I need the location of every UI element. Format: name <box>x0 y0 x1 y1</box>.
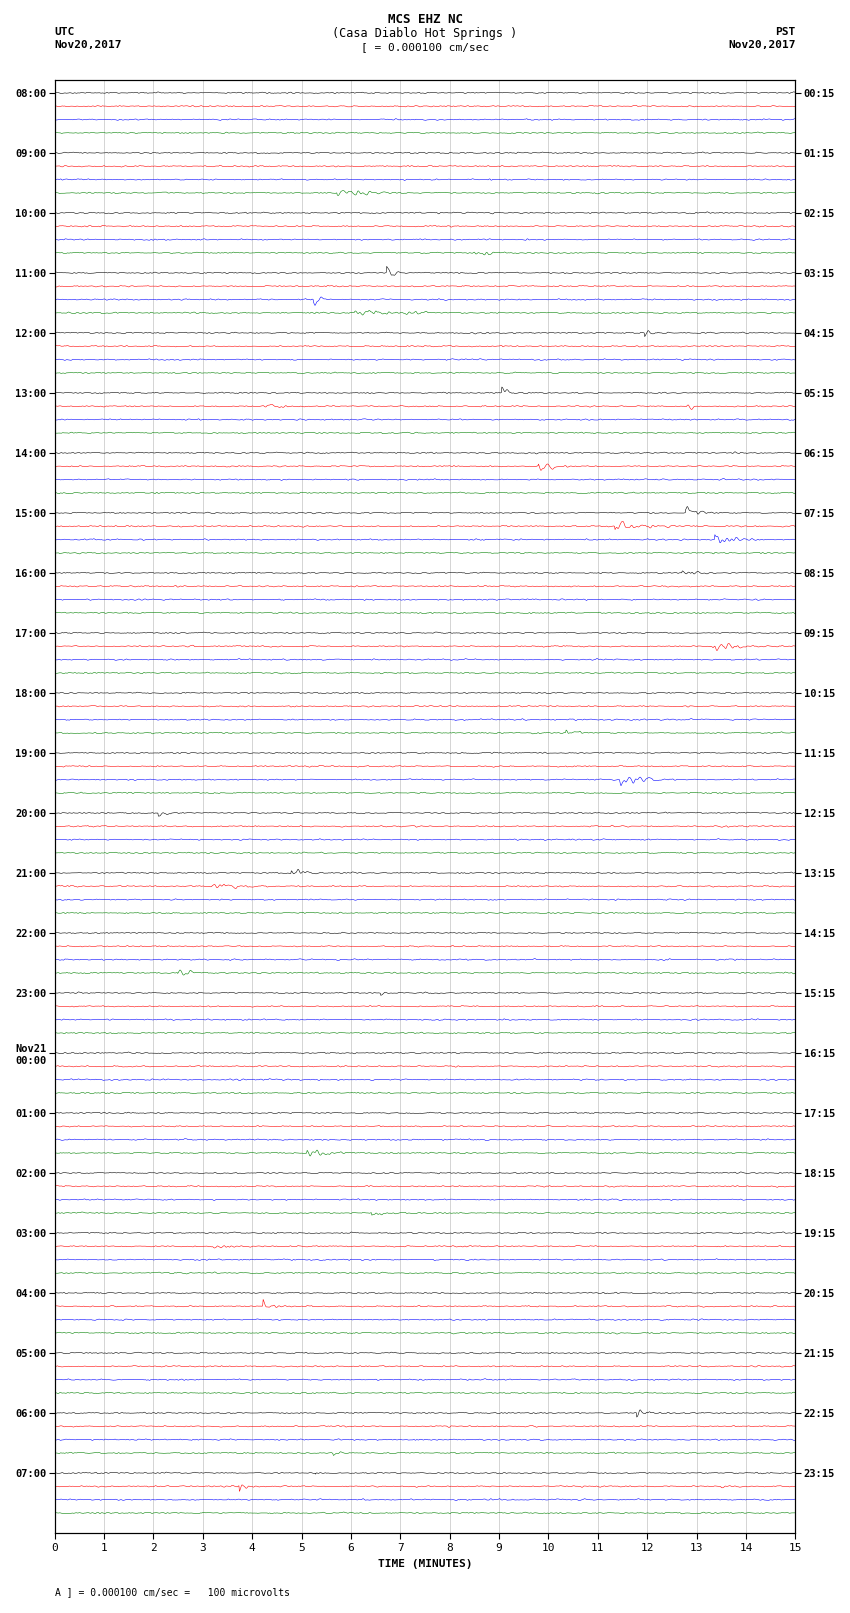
Text: A ] = 0.000100 cm/sec =   100 microvolts: A ] = 0.000100 cm/sec = 100 microvolts <box>54 1587 290 1597</box>
Text: [ = 0.000100 cm/sec: [ = 0.000100 cm/sec <box>361 42 489 52</box>
Text: UTC: UTC <box>54 27 75 37</box>
Text: (Casa Diablo Hot Springs ): (Casa Diablo Hot Springs ) <box>332 27 518 40</box>
Text: MCS EHZ NC: MCS EHZ NC <box>388 13 462 26</box>
Text: Nov20,2017: Nov20,2017 <box>54 40 122 50</box>
Text: PST: PST <box>775 27 796 37</box>
X-axis label: TIME (MINUTES): TIME (MINUTES) <box>377 1560 473 1569</box>
Text: Nov20,2017: Nov20,2017 <box>728 40 796 50</box>
